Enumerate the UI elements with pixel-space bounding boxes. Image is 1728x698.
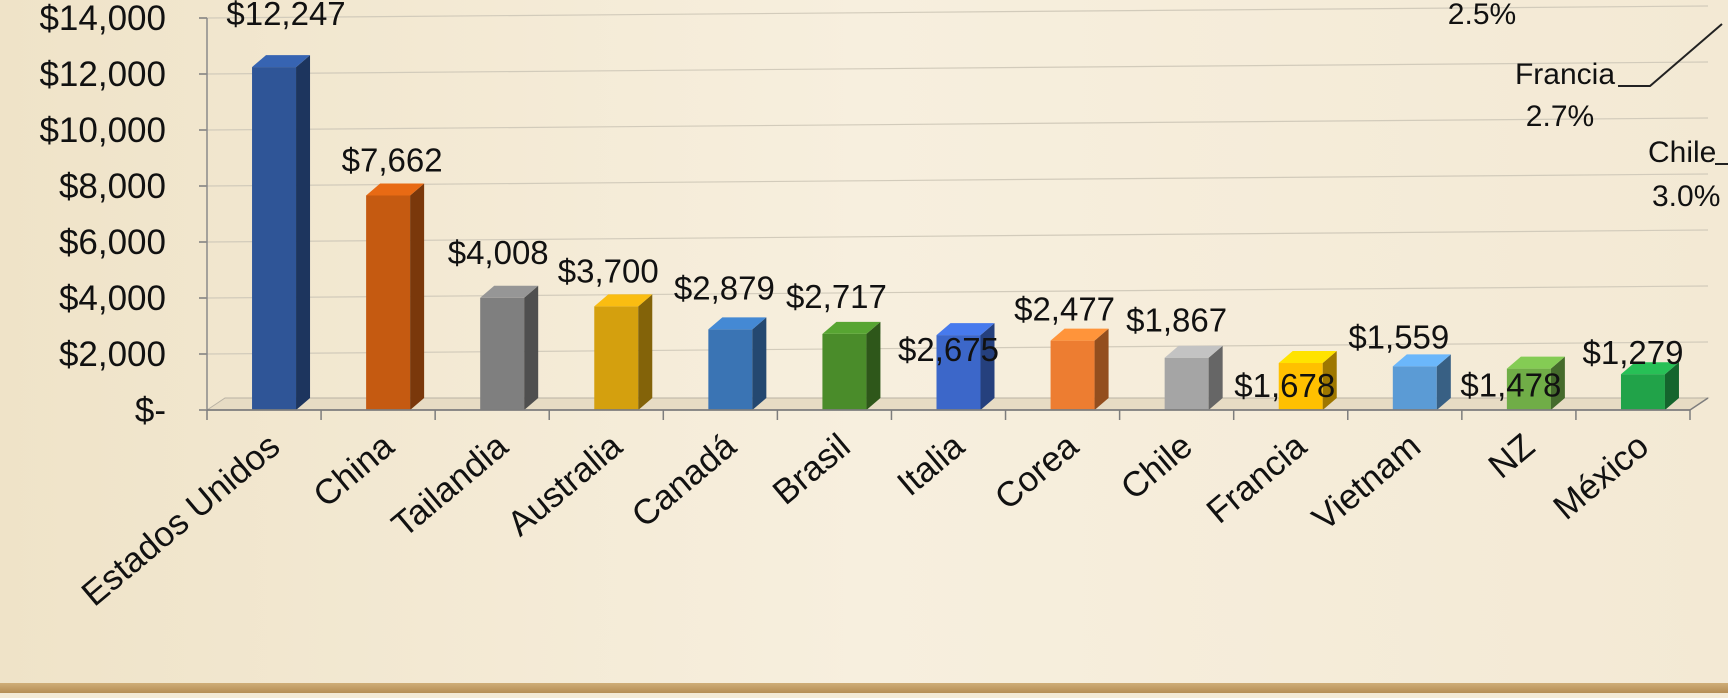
bar (1164, 345, 1223, 410)
bar-top (708, 317, 767, 330)
bar-front (594, 306, 639, 410)
pie-label-pct: 2.7% (1526, 100, 1594, 133)
bar (1050, 328, 1109, 410)
y-tick-label: $12,000 (39, 55, 166, 94)
gridline (206, 285, 1709, 299)
bar-side (1208, 345, 1223, 410)
bar-top (1278, 351, 1337, 364)
data-label: $2,717 (786, 278, 887, 315)
y-tick-label: $2,000 (59, 335, 166, 374)
data-label: $1,478 (1460, 367, 1561, 404)
bar-side (638, 294, 653, 410)
bar-front (1392, 366, 1437, 410)
data-label: $2,477 (1014, 291, 1115, 328)
bar-front (480, 297, 525, 410)
gridline (206, 61, 1709, 75)
bar-top (1506, 356, 1565, 369)
bar (822, 321, 881, 410)
y-tick-label: $6,000 (59, 223, 166, 262)
bar-top (1392, 354, 1451, 367)
gridline (206, 117, 1709, 131)
y-tick-label: $14,000 (39, 0, 166, 38)
bar-front (822, 333, 867, 410)
y-tick-label: $- (135, 391, 166, 430)
y-tick-label: $4,000 (59, 279, 166, 318)
gridline (206, 5, 1709, 19)
bar-top (480, 285, 539, 298)
y-tick-label: $10,000 (39, 111, 166, 150)
bar-side (866, 321, 881, 410)
bar-side (410, 183, 425, 410)
pie-label-name: Francia (1515, 58, 1615, 91)
y-axis-tick-labels: $- $2,000 $4,000 $6,000 $8,000 $10,000 $12,000… (39, 0, 208, 430)
bar-front (1506, 368, 1551, 410)
bar-top (822, 321, 881, 334)
data-label: $7,662 (342, 141, 443, 178)
data-label: $3,700 (558, 252, 659, 289)
bar (708, 317, 767, 410)
pie-leader-line (1618, 23, 1723, 87)
bar-side (1436, 354, 1451, 410)
bar-side (1322, 351, 1337, 410)
bar (936, 323, 995, 410)
pie-label-pct: 2.5% (1448, 0, 1516, 31)
bar (1506, 356, 1565, 410)
bar-side (1094, 328, 1109, 410)
bar-top (366, 183, 425, 196)
bar-front (1164, 357, 1209, 410)
bar-top (1620, 362, 1679, 375)
x-axis (206, 397, 1709, 420)
bar-top (594, 294, 653, 307)
data-label: $1,279 (1582, 334, 1683, 371)
bar-front (708, 329, 753, 410)
bar (480, 285, 539, 410)
bar-side (524, 285, 539, 410)
bar (366, 183, 425, 410)
bar (1392, 354, 1451, 410)
bar-side (296, 55, 311, 411)
data-label: $12,247 (226, 0, 345, 32)
bar-side (752, 317, 767, 410)
gridline (206, 229, 1709, 243)
bar (1620, 362, 1679, 410)
bar (594, 294, 653, 410)
bars (252, 55, 1679, 411)
bar-front (1050, 340, 1095, 410)
data-label: $2,879 (674, 269, 775, 306)
bar-top (252, 55, 311, 68)
bar-front (936, 335, 981, 410)
bar-side (980, 323, 995, 410)
bar-front (366, 195, 411, 410)
gridline (206, 173, 1709, 187)
data-label: $4,008 (448, 234, 549, 271)
pie-label-name: Chile (1648, 136, 1716, 169)
pie-chart-fragment: 2.5% Francia 2.7% Chile 3.0% (1448, 0, 1728, 213)
bar-front (1620, 374, 1665, 410)
data-label: $1,559 (1348, 318, 1449, 355)
data-label: $2,675 (898, 331, 999, 368)
bar-top (1164, 345, 1223, 358)
bar-top (1050, 328, 1109, 341)
bar (1278, 351, 1337, 410)
bar-front (1278, 363, 1323, 410)
bar (252, 55, 311, 411)
bottom-band (0, 683, 1728, 693)
bar-side (1664, 362, 1679, 410)
bar-top (936, 323, 995, 336)
data-label: $1,678 (1234, 367, 1335, 404)
x-axis-depth (1689, 397, 1709, 411)
pie-label-pct: 3.0% (1652, 180, 1720, 213)
data-label: $1,867 (1126, 302, 1227, 339)
y-tick-label: $8,000 (59, 167, 166, 206)
bar-side (1550, 356, 1565, 410)
data-labels: $12,247 $7,662 $4,008$3,700 $2,879 $2,717 $2,… (226, 0, 1683, 404)
bar-front (252, 67, 297, 411)
